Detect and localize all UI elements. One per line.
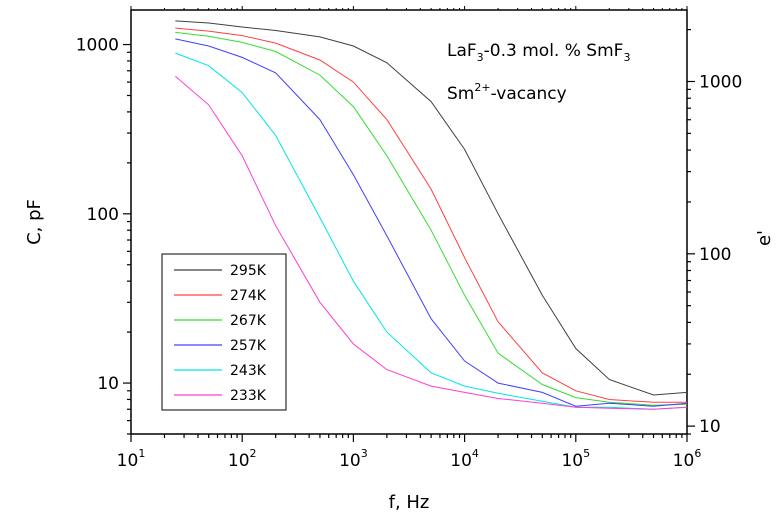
annotation-composition: LaF3-0.3 mol. % SmF3 bbox=[447, 41, 630, 64]
x-tick-exponent: 4 bbox=[472, 447, 479, 460]
legend-label-233K: 233K bbox=[230, 388, 267, 404]
y2-tick-label: 10 bbox=[699, 417, 721, 437]
x-tick-label: 105 bbox=[561, 447, 590, 471]
x-tick-base: 10 bbox=[117, 451, 139, 471]
series-line-274K bbox=[175, 27, 687, 403]
series-lines bbox=[174, 20, 688, 410]
y2-axis-title: e' bbox=[754, 230, 775, 246]
y2-tick-label: 1000 bbox=[699, 73, 742, 93]
x-tick-base: 10 bbox=[561, 451, 583, 471]
x-tick-exponent: 2 bbox=[250, 447, 257, 460]
x-axis-title: f, Hz bbox=[389, 492, 430, 513]
series-line-233K bbox=[174, 75, 688, 410]
y-axis-title: C, pF bbox=[24, 199, 45, 245]
legend-label-274K: 274K bbox=[230, 288, 267, 304]
x-axis: 101 102 103 104 105 106 bbox=[117, 6, 702, 471]
y-axis: 10 100 1000 bbox=[76, 36, 131, 435]
series-line-267K bbox=[175, 31, 688, 406]
x-tick-label: 104 bbox=[450, 447, 479, 471]
x-tick-exponent: 5 bbox=[583, 447, 590, 460]
x-tick-label: 101 bbox=[117, 447, 146, 471]
y2-tick-label: 100 bbox=[699, 245, 731, 265]
legend-label-295K: 295K bbox=[230, 263, 267, 279]
y2-axis: 10 100 1000 bbox=[687, 29, 742, 437]
series-line-295K bbox=[175, 20, 688, 396]
series-line-243K bbox=[175, 52, 688, 410]
legend-label-243K: 243K bbox=[230, 363, 267, 379]
legend-label-267K: 267K bbox=[230, 313, 267, 329]
y-tick-label: 1000 bbox=[76, 36, 119, 56]
y-tick-label: 10 bbox=[97, 374, 119, 394]
x-tick-label: 103 bbox=[339, 447, 368, 471]
y-tick-label: 100 bbox=[87, 205, 119, 225]
x-tick-exponent: 1 bbox=[138, 447, 145, 460]
x-tick-exponent: 3 bbox=[361, 447, 368, 460]
x-tick-base: 10 bbox=[673, 451, 695, 471]
legend-label-257K: 257K bbox=[230, 338, 267, 354]
x-tick-exponent: 6 bbox=[694, 447, 701, 460]
x-tick-base: 10 bbox=[339, 451, 361, 471]
x-tick-base: 10 bbox=[450, 451, 472, 471]
annotation-defect: Sm2+-vacancy bbox=[447, 81, 567, 104]
x-tick-label: 106 bbox=[673, 447, 702, 471]
legend: 295K 274K 267K 257K 243K 233K bbox=[161, 253, 287, 411]
series-line-257K bbox=[175, 38, 688, 407]
legend-box bbox=[161, 253, 287, 411]
x-tick-label: 102 bbox=[228, 447, 257, 471]
x-tick-base: 10 bbox=[228, 451, 250, 471]
